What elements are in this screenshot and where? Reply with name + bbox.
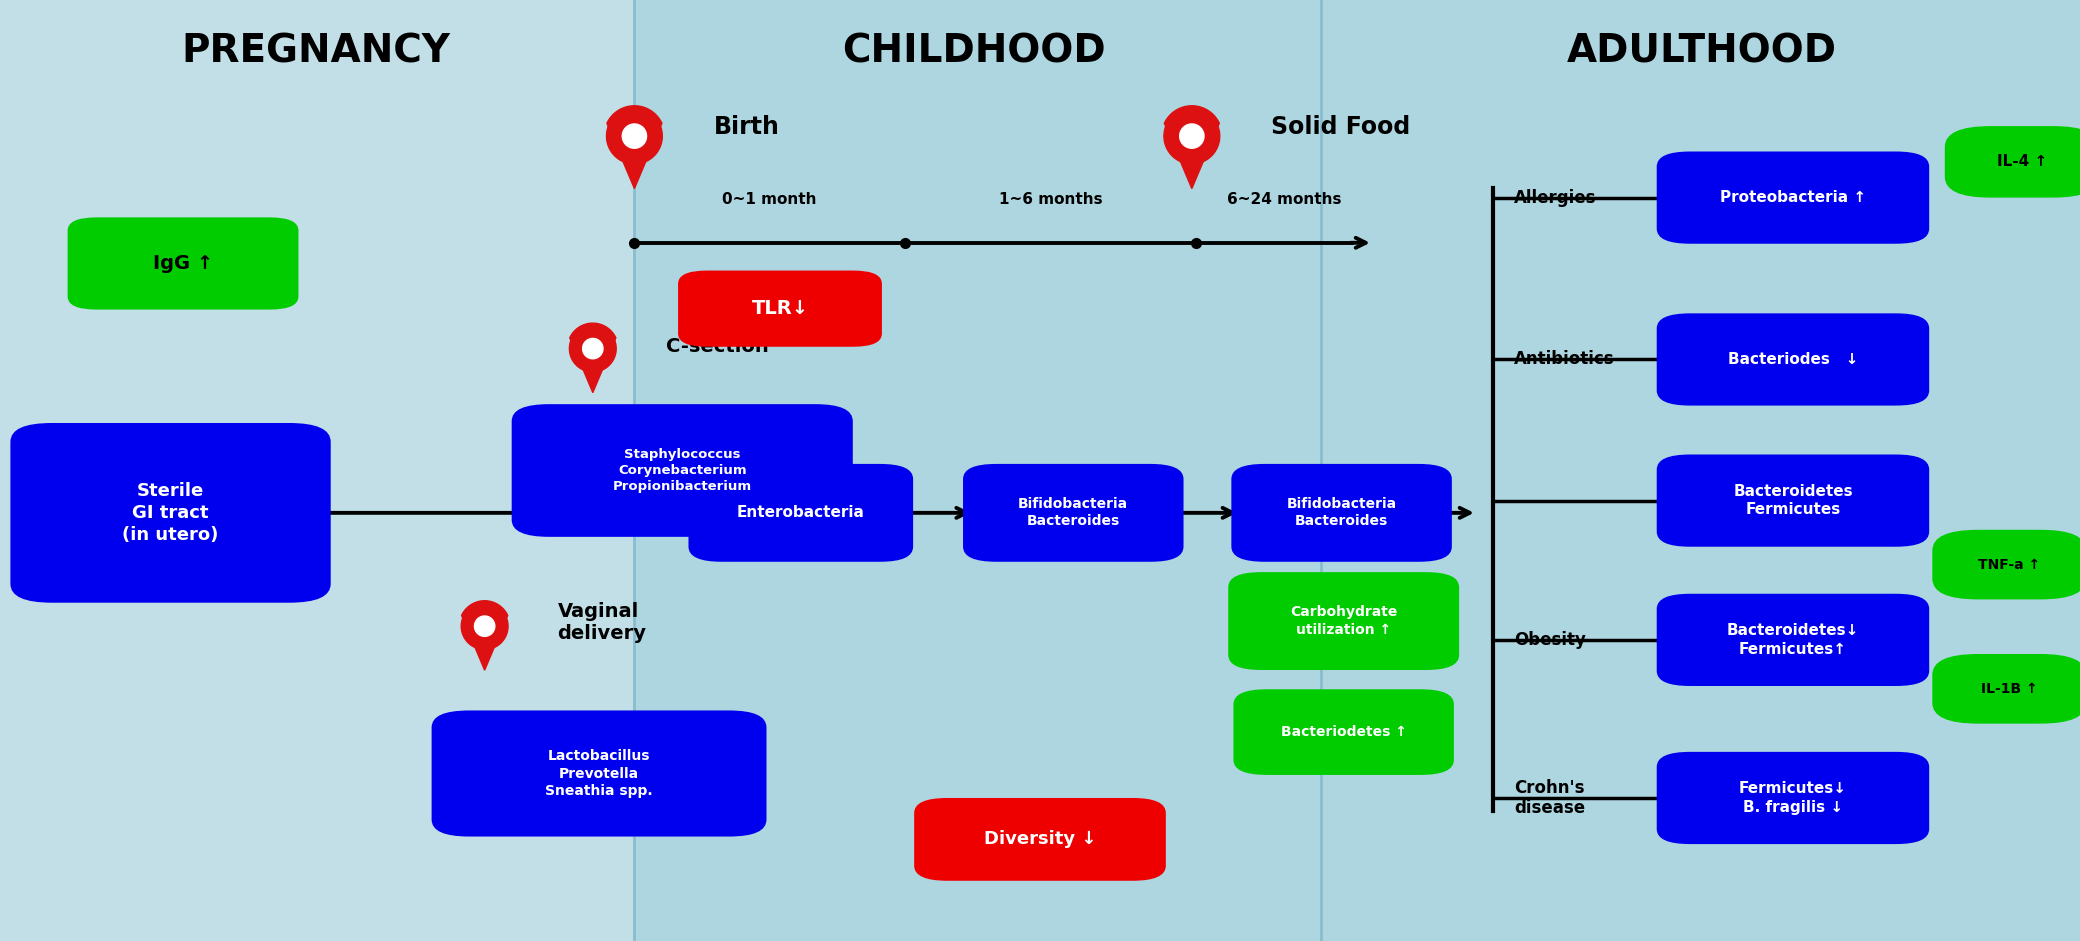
Text: IL-4 ↑: IL-4 ↑ (1997, 154, 2047, 169)
FancyBboxPatch shape (1321, 0, 2080, 941)
Text: Birth: Birth (713, 115, 780, 139)
FancyBboxPatch shape (1233, 689, 1454, 775)
Polygon shape (474, 616, 495, 636)
Text: Diversity ↓: Diversity ↓ (984, 830, 1096, 849)
Text: Sterile
GI tract
(in utero): Sterile GI tract (in utero) (123, 482, 218, 544)
Text: IgG ↑: IgG ↑ (154, 254, 212, 273)
Text: Crohn's
disease: Crohn's disease (1514, 778, 1585, 818)
FancyBboxPatch shape (67, 217, 300, 310)
FancyBboxPatch shape (678, 271, 882, 346)
Text: Fermicutes↓
B. fragilis ↓: Fermicutes↓ B. fragilis ↓ (1739, 781, 1847, 815)
FancyBboxPatch shape (431, 710, 765, 837)
Polygon shape (462, 603, 508, 649)
Polygon shape (1179, 124, 1204, 149)
FancyBboxPatch shape (1658, 752, 1930, 844)
FancyBboxPatch shape (1658, 313, 1930, 406)
FancyBboxPatch shape (963, 464, 1184, 562)
Text: Bacteroidetes
Fermicutes: Bacteroidetes Fermicutes (1733, 484, 1853, 518)
FancyBboxPatch shape (634, 0, 1321, 941)
Text: Proteobacteria ↑: Proteobacteria ↑ (1720, 190, 1866, 205)
FancyBboxPatch shape (1227, 572, 1460, 670)
FancyBboxPatch shape (1658, 152, 1930, 244)
FancyBboxPatch shape (1231, 464, 1452, 562)
Text: Allergies: Allergies (1514, 188, 1597, 207)
Text: C-section: C-section (666, 337, 768, 356)
FancyBboxPatch shape (1932, 530, 2080, 599)
Text: Staphylococcus
Corynebacterium
Propionibacterium: Staphylococcus Corynebacterium Propionib… (614, 448, 751, 493)
Text: Vaginal
delivery: Vaginal delivery (557, 602, 647, 644)
Text: Bacteroidetes↓
Fermicutes↑: Bacteroidetes↓ Fermicutes↑ (1726, 623, 1860, 657)
Text: Solid Food: Solid Food (1271, 115, 1410, 139)
Text: Lactobacillus
Prevotella
Sneathia spp.: Lactobacillus Prevotella Sneathia spp. (545, 749, 653, 798)
Polygon shape (1165, 108, 1219, 164)
FancyBboxPatch shape (1932, 654, 2080, 724)
Polygon shape (622, 124, 647, 149)
FancyBboxPatch shape (915, 798, 1165, 881)
Text: 0~1 month: 0~1 month (722, 192, 817, 207)
FancyBboxPatch shape (688, 464, 913, 562)
Polygon shape (582, 339, 603, 359)
Polygon shape (1165, 105, 1219, 188)
Text: TLR↓: TLR↓ (751, 299, 809, 318)
Polygon shape (570, 326, 616, 372)
Text: CHILDHOOD: CHILDHOOD (842, 33, 1104, 71)
FancyBboxPatch shape (512, 405, 853, 536)
Text: 6~24 months: 6~24 months (1227, 192, 1342, 207)
Text: Carbohydrate
utilization ↑: Carbohydrate utilization ↑ (1290, 605, 1398, 637)
Text: Obesity: Obesity (1514, 630, 1587, 649)
Text: Bifidobacteria
Bacteroides: Bifidobacteria Bacteroides (1019, 497, 1127, 529)
Text: 1~6 months: 1~6 months (998, 192, 1102, 207)
Text: Bifidobacteria
Bacteroides: Bifidobacteria Bacteroides (1288, 497, 1396, 529)
Polygon shape (462, 600, 508, 670)
FancyBboxPatch shape (0, 0, 634, 941)
Polygon shape (607, 105, 661, 188)
Text: Enterobacteria: Enterobacteria (736, 505, 865, 520)
Polygon shape (570, 323, 616, 392)
Text: IL-1B ↑: IL-1B ↑ (1980, 682, 2038, 695)
Text: PREGNANCY: PREGNANCY (181, 33, 451, 71)
Text: TNF-a ↑: TNF-a ↑ (1978, 558, 2040, 571)
Text: Bacteriodetes ↑: Bacteriodetes ↑ (1281, 726, 1406, 739)
FancyBboxPatch shape (1658, 455, 1930, 547)
Text: Antibiotics: Antibiotics (1514, 350, 1614, 369)
Text: Bacteriodes   ↓: Bacteriodes ↓ (1728, 352, 1857, 367)
Text: ADULTHOOD: ADULTHOOD (1566, 33, 1837, 71)
FancyBboxPatch shape (1945, 126, 2080, 198)
FancyBboxPatch shape (10, 423, 331, 603)
FancyBboxPatch shape (1658, 594, 1930, 686)
Polygon shape (607, 108, 661, 164)
